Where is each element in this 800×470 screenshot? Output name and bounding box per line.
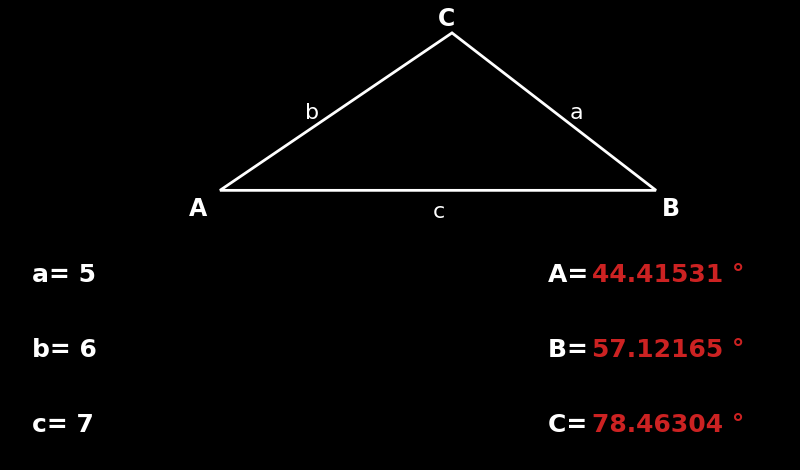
Text: B: B [662,197,679,221]
Text: c: c [432,203,445,222]
Text: c= 7: c= 7 [32,413,94,438]
Text: 57.12165 °: 57.12165 ° [592,338,745,362]
Text: C=: C= [548,413,596,438]
Text: b: b [305,103,319,123]
Text: 78.46304 °: 78.46304 ° [592,413,744,438]
Text: a= 5: a= 5 [32,263,96,287]
Text: C: C [438,7,455,31]
Text: A=: A= [548,263,597,287]
Text: a: a [569,103,583,123]
Text: A: A [190,197,207,221]
Text: 44.41531 °: 44.41531 ° [592,263,745,287]
Text: B=: B= [548,338,597,362]
Text: b= 6: b= 6 [32,338,97,362]
